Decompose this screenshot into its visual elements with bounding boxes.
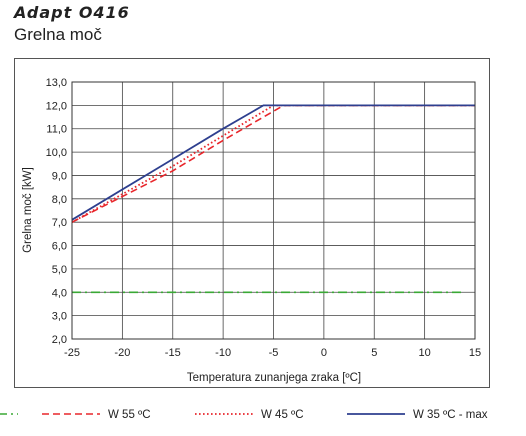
page-subtitle: Grelna moč bbox=[14, 25, 102, 44]
x-tick-label: 10 bbox=[419, 347, 431, 359]
y-tick-labels: 2,0 3,0 4,0 5,0 6,0 7,0 8,0 9,0 10,0 11,0 12,0 13,0 bbox=[46, 77, 67, 346]
x-axis-label: Temperatura zunanjega zraka [ºC] bbox=[187, 372, 361, 384]
series-line-1 bbox=[71, 104, 475, 223]
brand-title: Adapt O416 bbox=[14, 3, 130, 22]
y-axis-label: Grelna moč [kW] bbox=[22, 167, 34, 253]
x-tick-label: -20 bbox=[114, 347, 130, 359]
x-tick-label: 15 bbox=[469, 347, 481, 359]
x-tick-label: -25 bbox=[64, 347, 80, 359]
series-lines bbox=[71, 104, 475, 294]
y-tick-label: 3,0 bbox=[52, 311, 67, 323]
x-tick-labels: -25 -20 -15 -10 -5 0 5 10 15 bbox=[64, 347, 481, 359]
y-tick-label: 9,0 bbox=[52, 170, 67, 182]
x-tick-label: 5 bbox=[371, 347, 377, 359]
y-tick-label: 12,0 bbox=[46, 100, 67, 112]
legend-label: W 45 ºC bbox=[261, 409, 304, 421]
legend-label: W 35 ºC - max bbox=[413, 409, 488, 421]
x-tick-label: -5 bbox=[269, 347, 279, 359]
y-tick-label: 11,0 bbox=[46, 124, 67, 136]
y-tick-label: 6,0 bbox=[52, 241, 67, 253]
grid bbox=[71, 81, 476, 340]
y-tick-label: 4,0 bbox=[52, 287, 67, 299]
chart-frame bbox=[14, 58, 490, 388]
y-tick-label: 8,0 bbox=[52, 194, 67, 206]
x-tick-label: -15 bbox=[165, 347, 181, 359]
y-tick-label: 10,0 bbox=[46, 147, 67, 159]
x-tick-label: 0 bbox=[321, 347, 327, 359]
y-tick-label: 2,0 bbox=[52, 334, 67, 346]
legend: W 55 ºC W 45 ºC W 35 ºC - max bbox=[0, 409, 488, 421]
y-tick-label: 13,0 bbox=[46, 77, 67, 89]
y-tick-label: 7,0 bbox=[52, 217, 67, 229]
x-tick-label: -10 bbox=[215, 347, 231, 359]
legend-label: W 55 ºC bbox=[108, 409, 151, 421]
y-tick-label: 5,0 bbox=[52, 264, 67, 276]
plot-area-border bbox=[71, 81, 476, 340]
series-line-3 bbox=[71, 104, 475, 221]
